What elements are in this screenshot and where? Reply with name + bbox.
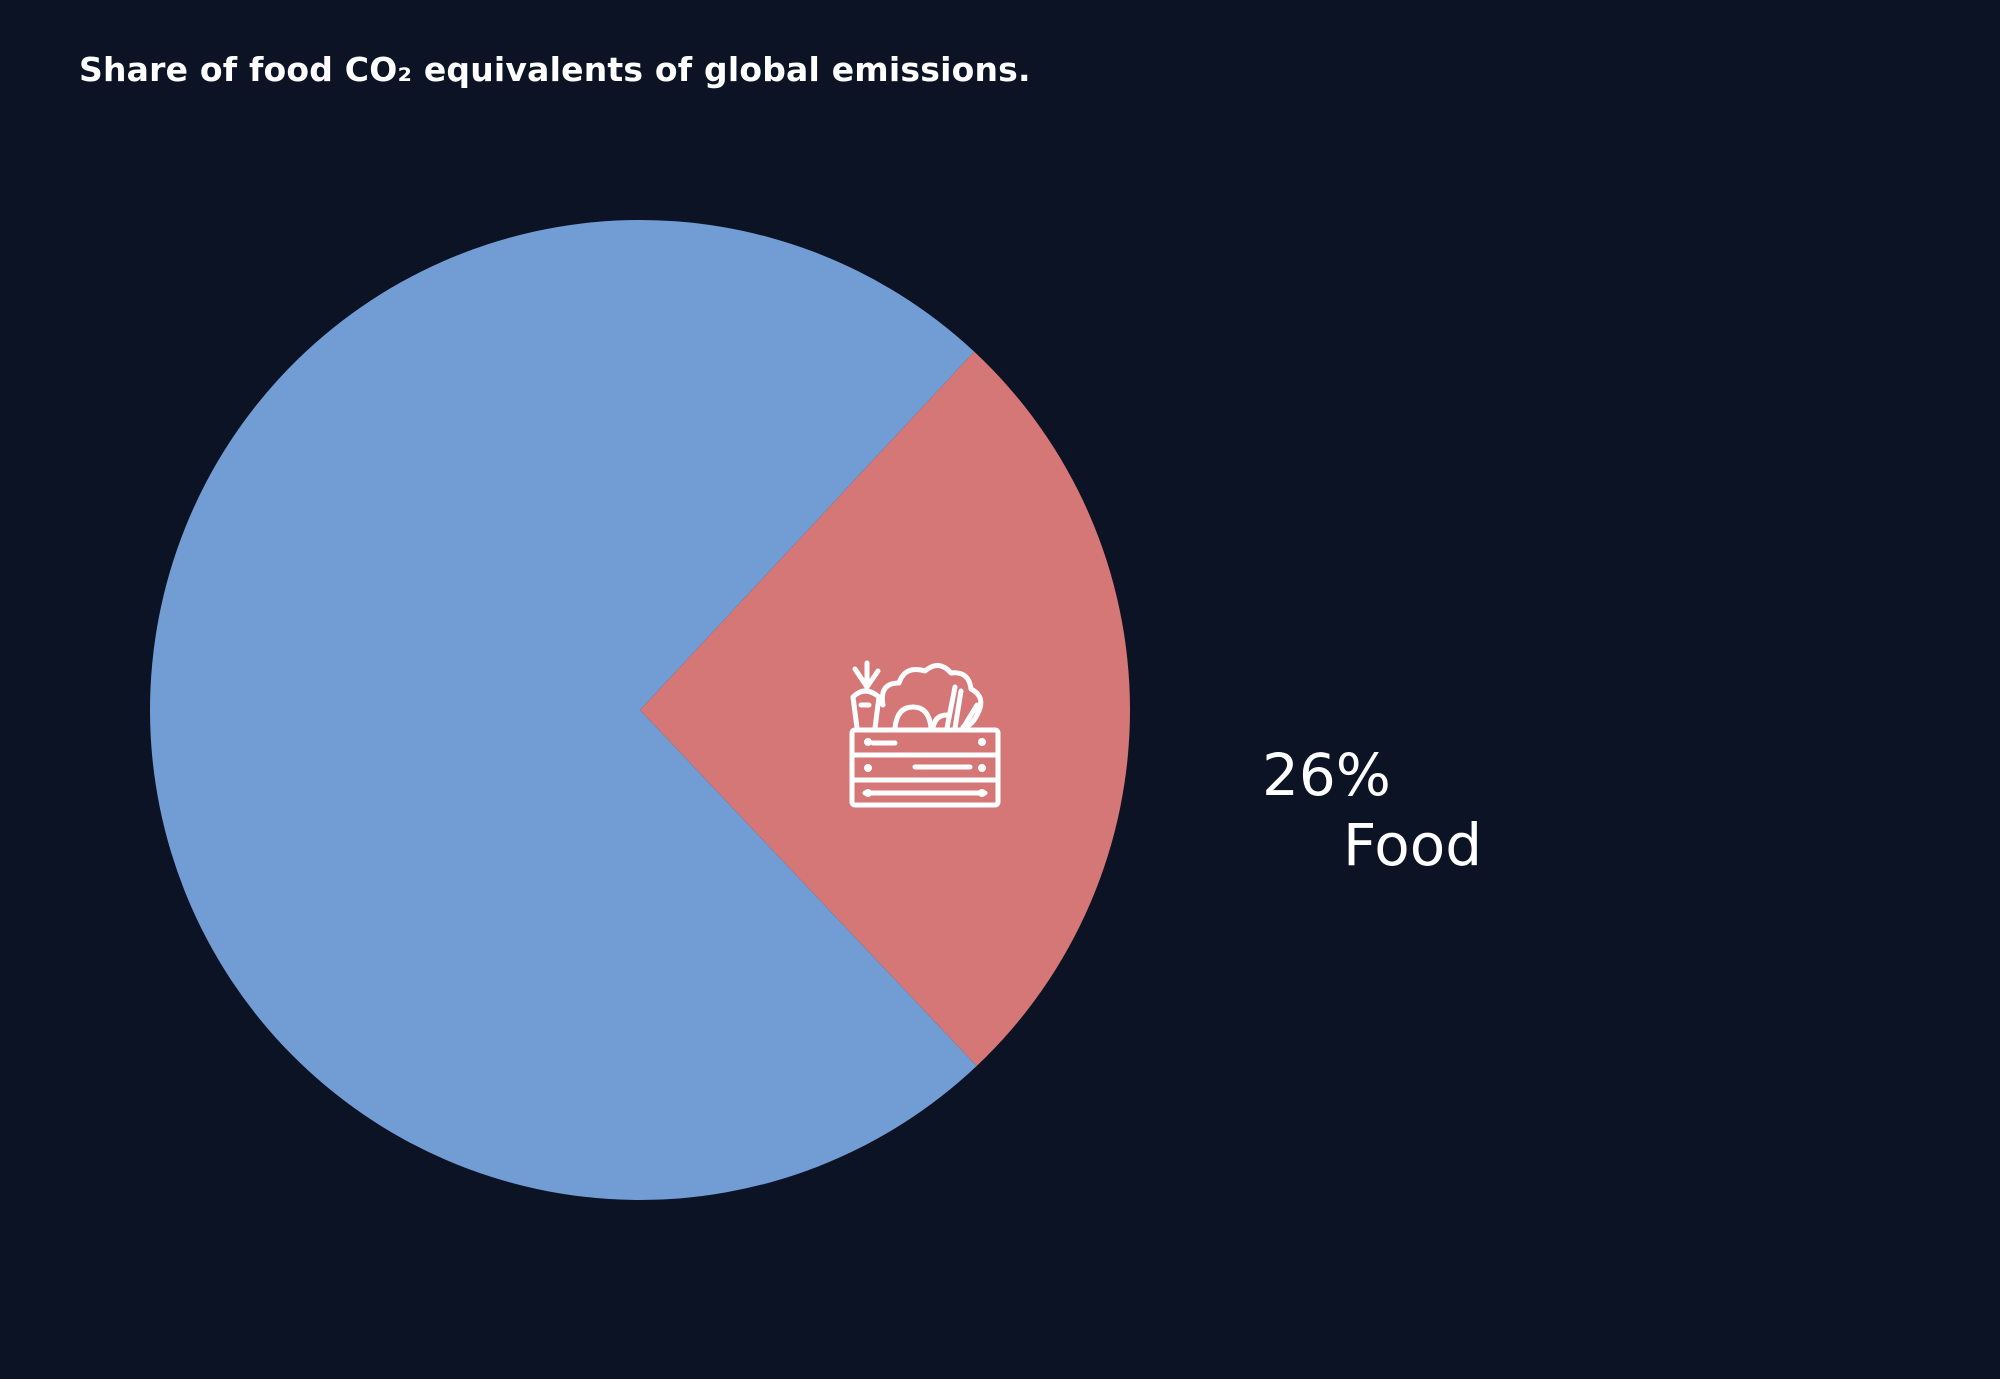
chart-title: Share of food CO₂ equivalents of global … [79, 50, 1031, 89]
vegetable-crate-icon [849, 660, 1001, 808]
pie-slice-other-1 [149, 219, 977, 1200]
food-percent-label: 26% [1262, 741, 1391, 809]
pie-slices [149, 219, 1130, 1200]
pie-slice-food [640, 351, 1130, 1067]
food-name-label: Food [1343, 811, 1483, 879]
